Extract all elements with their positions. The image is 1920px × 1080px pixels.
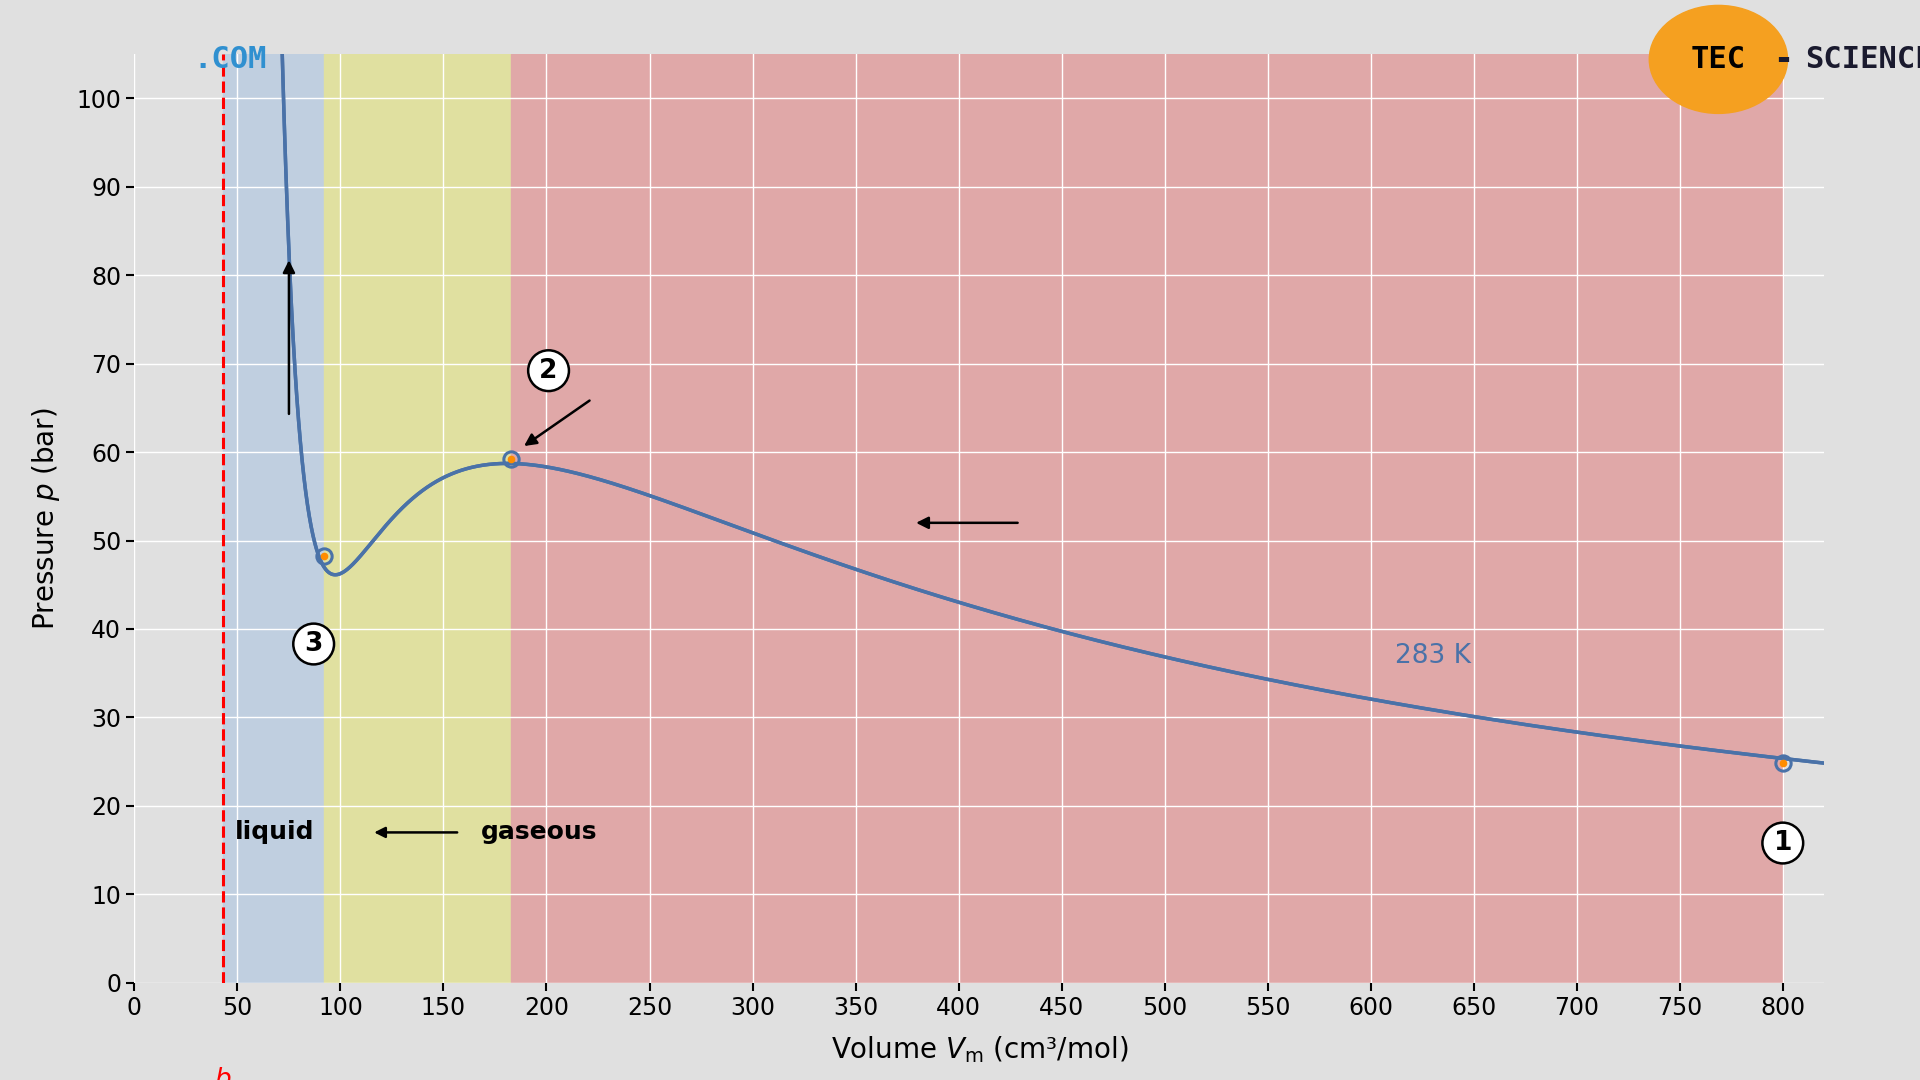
Text: gaseous: gaseous: [480, 821, 597, 845]
Text: SCIENCE: SCIENCE: [1805, 45, 1920, 73]
Bar: [223, 54, 324, 983]
Text: 283 K: 283 K: [1394, 643, 1471, 669]
Text: TEC: TEC: [1692, 45, 1745, 73]
Text: 1: 1: [1774, 831, 1791, 856]
Text: .COM: .COM: [192, 45, 267, 73]
Bar: [324, 54, 511, 983]
Text: $b$: $b$: [213, 1067, 232, 1080]
Text: liquid: liquid: [234, 821, 315, 845]
X-axis label: Volume $V_\mathrm{m}$ (cm³/mol): Volume $V_\mathrm{m}$ (cm³/mol): [831, 1034, 1127, 1065]
Text: 2: 2: [540, 357, 557, 383]
Bar: [511, 54, 1784, 983]
Text: 3: 3: [305, 631, 323, 657]
Y-axis label: Pressure $p$ (bar): Pressure $p$ (bar): [31, 407, 63, 630]
Text: -: -: [1774, 43, 1793, 76]
